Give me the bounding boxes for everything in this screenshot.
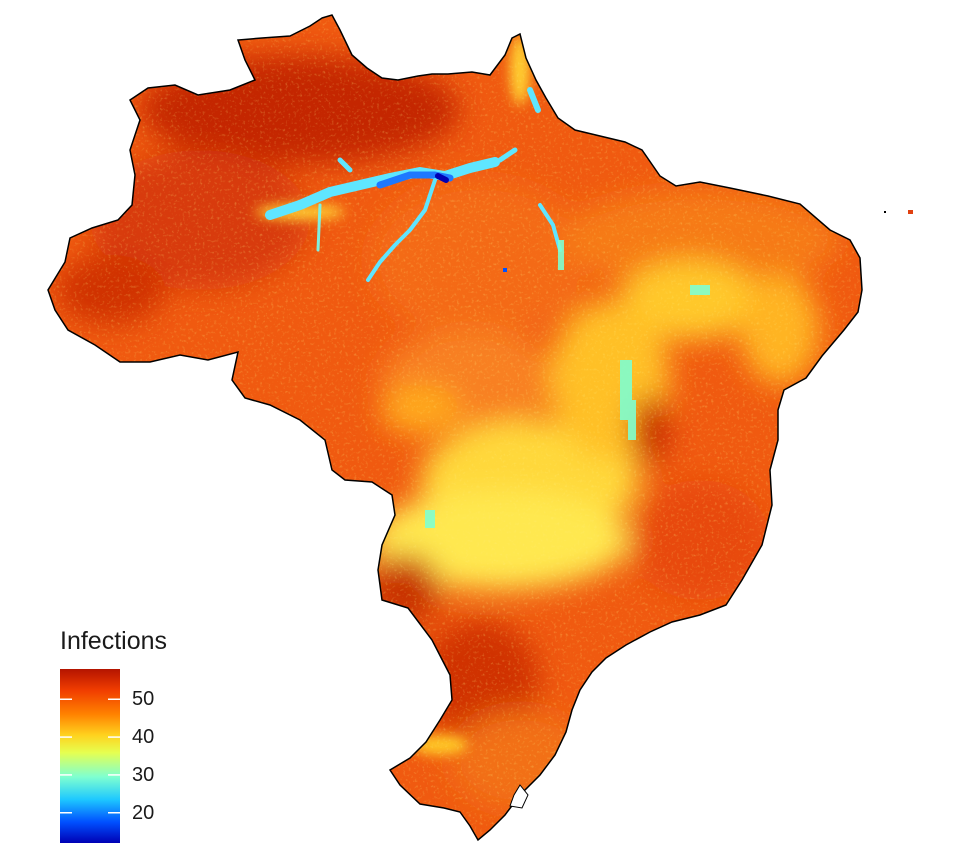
low-value-patches bbox=[425, 240, 710, 528]
legend-colorbar-fill bbox=[60, 669, 120, 843]
offshore-island bbox=[908, 210, 913, 214]
legend-label: 20 bbox=[132, 801, 155, 824]
legend-tick-marks bbox=[60, 698, 120, 814]
legend-label: 40 bbox=[132, 726, 155, 749]
brazil-outline bbox=[47, 14, 863, 842]
legend-label: 30 bbox=[132, 763, 155, 786]
legend-colorbar bbox=[60, 669, 120, 843]
offshore-island-small bbox=[884, 211, 886, 213]
legend-title: Infections bbox=[60, 627, 168, 655]
isolated-red-pixel bbox=[503, 268, 507, 272]
lagoa-dos-patos bbox=[509, 784, 529, 809]
legend-label: 50 bbox=[132, 688, 155, 711]
amazon-river bbox=[265, 87, 562, 282]
